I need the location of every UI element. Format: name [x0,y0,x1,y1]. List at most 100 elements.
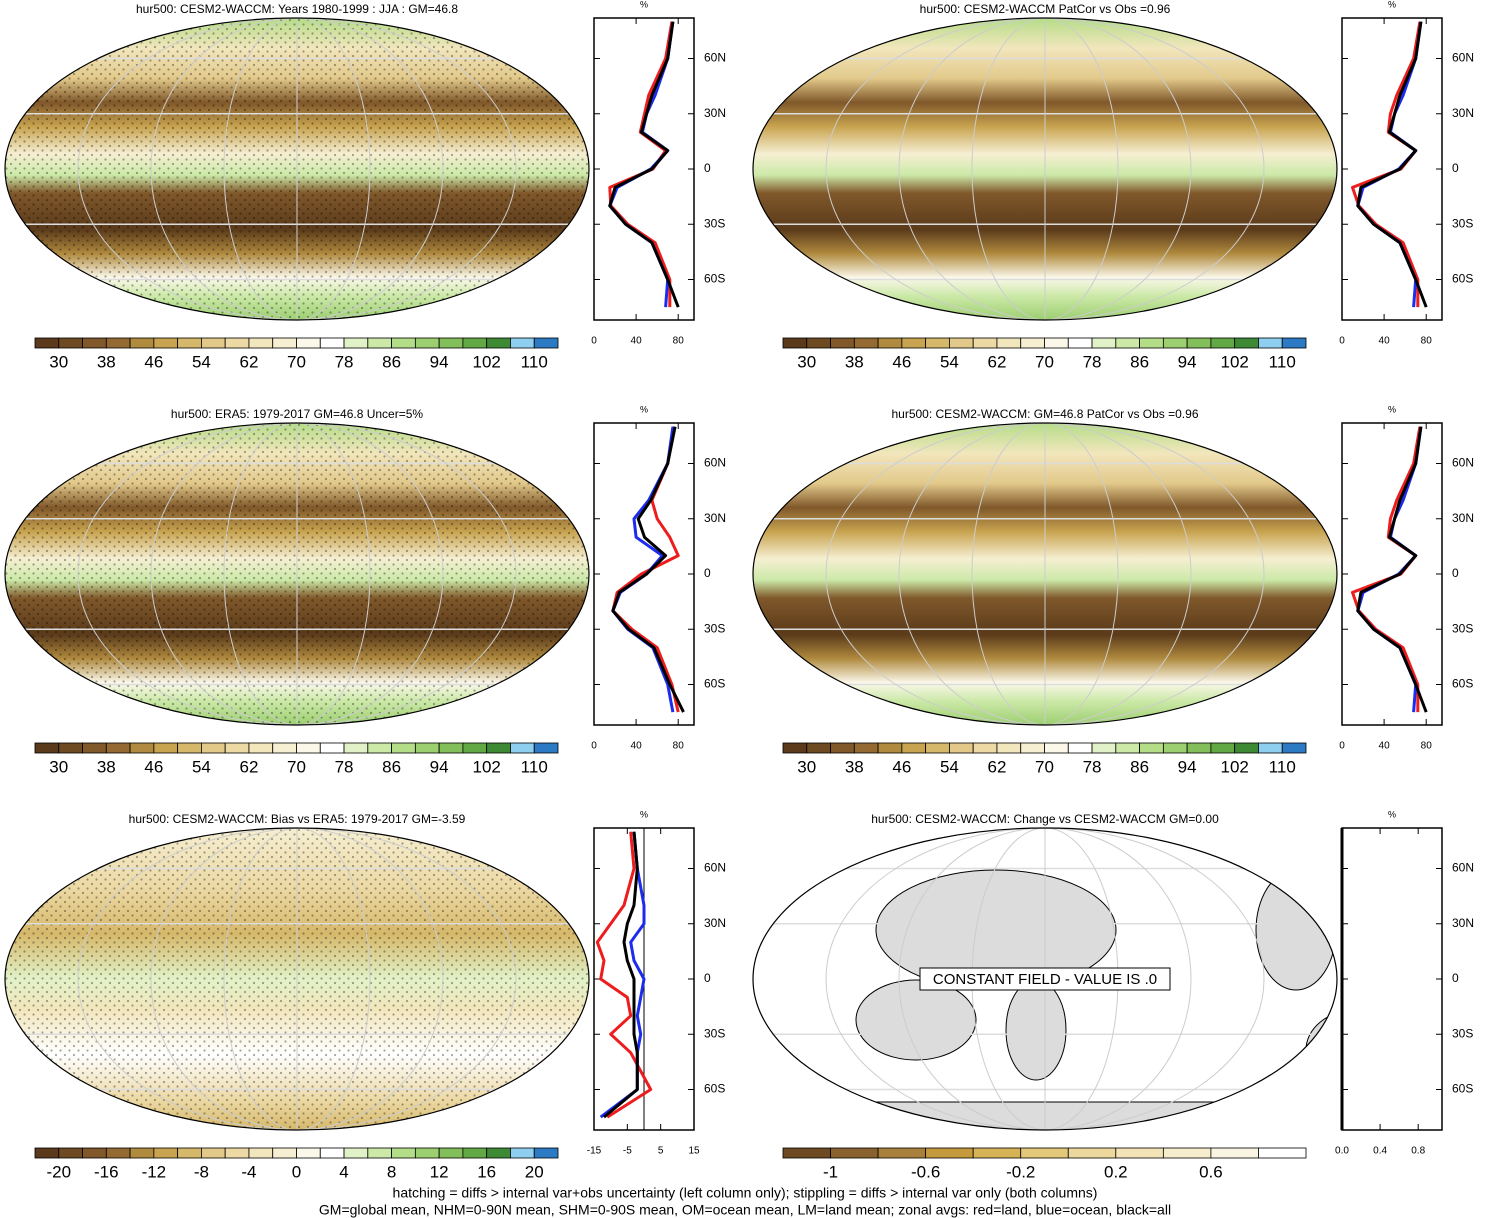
colorbar-box [925,742,950,754]
colorbar-box [1210,742,1236,754]
zonal-unit: % [1388,809,1396,819]
colorbar-label: 62 [239,757,258,776]
y-tick-label: 30N [704,511,726,525]
y-tick-label: 30S [1452,216,1473,230]
colorbar-box [1281,337,1307,349]
colorbar-box [877,1147,927,1159]
x-tick-label: 0 [591,741,597,752]
colorbar-box [296,742,321,754]
map-meridian [77,18,517,320]
colorbar-label: 46 [892,352,911,371]
land [1005,979,1067,1081]
colorbar-box [177,1147,202,1159]
colorbar-box [224,1147,250,1159]
x-tick-label: 0.0 [1335,1146,1349,1157]
land [1305,1009,1337,1091]
colorbar-box [462,1147,488,1159]
colorbar-label: 54 [192,352,211,371]
map-border [4,827,590,1131]
colorbar-box [972,742,998,754]
colorbar-label: 110 [1269,757,1296,776]
colorbar-box [1020,337,1045,349]
colorbar-box [34,337,60,349]
colorbar-label: 102 [472,352,500,371]
x-tick-label: 0 [1339,741,1345,752]
colorbar-box [806,337,831,349]
map-meridian [223,423,371,725]
colorbar-box [34,1147,60,1159]
y-tick-label: 0 [1452,161,1459,175]
colorbar-box [296,1147,321,1159]
colorbar-box [414,337,440,349]
map-border [4,17,590,321]
map-border [752,17,1338,321]
colorbar-box [972,337,998,349]
zonal-line [611,426,685,713]
colorbar-box [1162,337,1188,349]
colorbar-box [782,337,808,349]
colorbar-box [58,1147,83,1159]
colorbar-box [925,1147,974,1159]
y-tick-label: 0 [1452,566,1459,580]
colorbar-label: 62 [239,352,258,371]
colorbar-box [319,1147,345,1159]
colorbar-box [1091,337,1117,349]
colorbar-label: -8 [194,1162,209,1181]
colorbar-label: 86 [382,757,401,776]
colorbar-box [34,742,60,754]
y-tick-label: 60N [704,456,726,470]
y-tick-label: 30N [704,106,726,120]
y-tick-label: 60N [1452,861,1474,875]
colorbar-label: -4 [241,1162,256,1181]
colorbar-box [1115,1147,1164,1159]
map-meridian [223,828,371,1130]
x-tick-label: 80 [1421,336,1433,347]
colorbar-label: 38 [97,757,116,776]
colorbar-label: -0.6 [911,1162,940,1181]
y-tick-label: 60N [1452,51,1474,65]
map-meridian [971,18,1119,320]
zonal-frame [1341,17,1443,321]
colorbar-box [901,337,927,349]
colorbar-box [510,742,535,754]
y-tick-label: 60S [704,272,725,286]
colorbar-label: 30 [797,352,816,371]
colorbar-label: 16 [477,1162,496,1181]
colorbar-box [1067,1147,1117,1159]
colorbar-box [1210,1147,1259,1159]
colorbar-box [925,337,950,349]
zonal-line [611,426,680,713]
colorbar-box [153,337,179,349]
colorbar-box [853,742,879,754]
colorbar-box [1020,1147,1069,1159]
colorbar-label: 94 [1178,352,1197,371]
map [5,828,589,1130]
land [855,979,977,1061]
colorbar-box [129,337,155,349]
y-tick-label: 60N [704,861,726,875]
x-tick-label: 40 [1379,741,1391,752]
colorbar-label: 102 [472,757,500,776]
colorbar-label: 38 [845,757,864,776]
y-tick-label: 60S [1452,272,1473,286]
map [5,423,589,725]
colorbar-box [1044,337,1069,349]
zonal-line [608,21,680,308]
colorbar-box [414,742,440,754]
colorbar-box [438,337,464,349]
zonal-unit: % [640,809,648,819]
colorbar-box [296,337,321,349]
colorbar-box [201,1147,226,1159]
colorbar-label: 78 [335,352,354,371]
colorbar-box [1281,742,1307,754]
colorbar-box [782,1147,831,1159]
colorbar-box [224,742,250,754]
colorbar-box [248,337,274,349]
map-meridian [150,18,444,320]
zonal-frame [1341,827,1443,1131]
x-tick-label: 15 [688,1146,700,1157]
map-border [4,422,590,726]
colorbar-box [105,337,131,349]
colorbar-box [510,337,535,349]
